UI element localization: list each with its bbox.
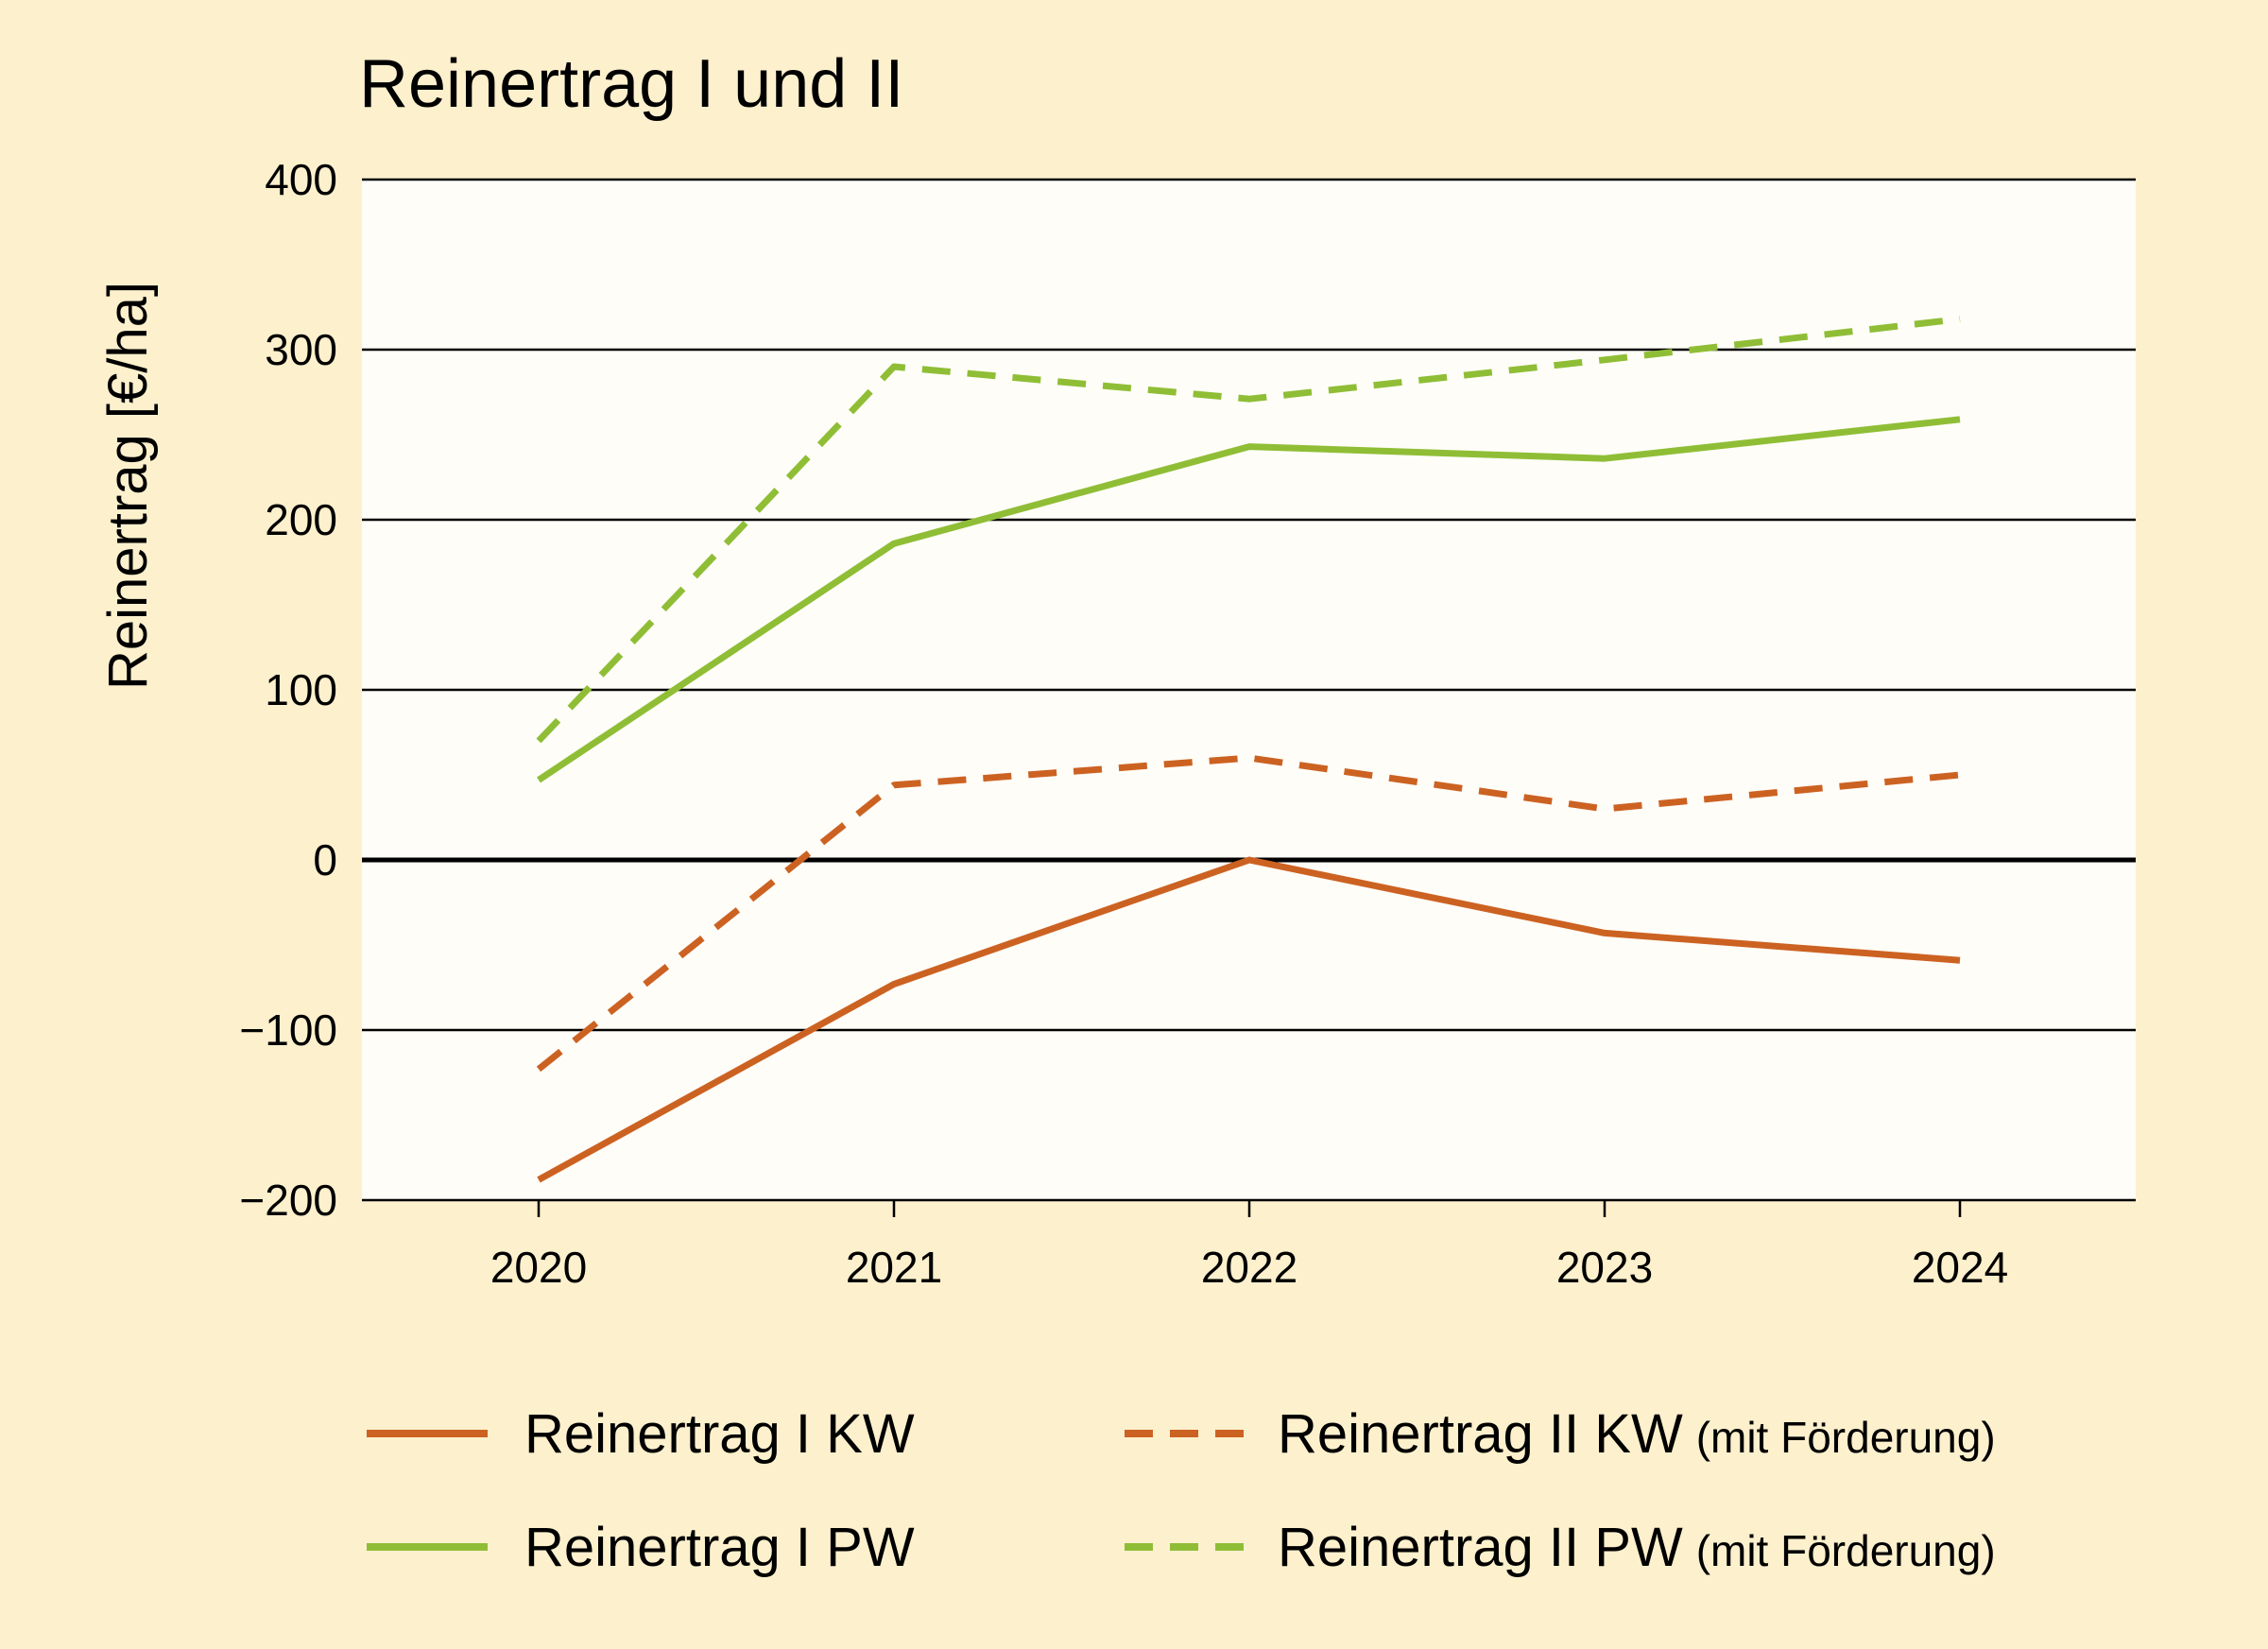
legend-series-name: Reinertrag I KW xyxy=(524,1403,915,1465)
y-tick-label: 100 xyxy=(265,665,337,714)
x-tick-label: 2022 xyxy=(1201,1243,1297,1292)
legend-series-name: Reinertrag II KW xyxy=(1278,1403,1683,1465)
y-tick-labels: 400 300 200 100 0 −100 −200 xyxy=(239,155,337,1225)
y-axis-title: Reinertrag [€/ha] xyxy=(97,282,159,690)
x-tick-label: 2021 xyxy=(846,1243,942,1292)
y-tick-label: −100 xyxy=(239,1005,337,1055)
y-tick-label: 0 xyxy=(313,835,337,885)
legend-series-note: (mit Förderung) xyxy=(1696,1413,1996,1462)
legend-label: Reinertrag I KW xyxy=(524,1403,915,1465)
y-tick-label: 200 xyxy=(265,495,337,544)
legend-label: Reinertrag I PW xyxy=(524,1517,915,1578)
x-axis: 2020 2021 2022 2023 2024 xyxy=(490,1200,2008,1292)
legend-series-name: Reinertrag I PW xyxy=(524,1517,915,1578)
chart-title: Reinertrag I und II xyxy=(359,46,903,122)
legend-series-name: Reinertrag II PW xyxy=(1278,1517,1683,1578)
x-tick-label: 2020 xyxy=(490,1243,587,1292)
series-line-1 xyxy=(536,754,1961,1073)
x-tick-label: 2023 xyxy=(1556,1243,1653,1292)
series-lines xyxy=(536,316,1961,1183)
gridlines xyxy=(362,178,2136,1202)
y-tick-label: 300 xyxy=(265,325,337,374)
y-tick-label: 400 xyxy=(265,155,337,204)
legend-series-note: (mit Förderung) xyxy=(1696,1526,1996,1575)
y-tick-label: −200 xyxy=(239,1176,337,1225)
legend: Reinertrag I KW Reinertrag II KW (mit Förd… xyxy=(367,1403,1996,1578)
legend-label: Reinertrag II PW (mit Förderung) xyxy=(1278,1517,1996,1578)
x-tick-label: 2024 xyxy=(1912,1243,2008,1292)
legend-label: Reinertrag II KW (mit Förderung) xyxy=(1278,1403,1996,1465)
